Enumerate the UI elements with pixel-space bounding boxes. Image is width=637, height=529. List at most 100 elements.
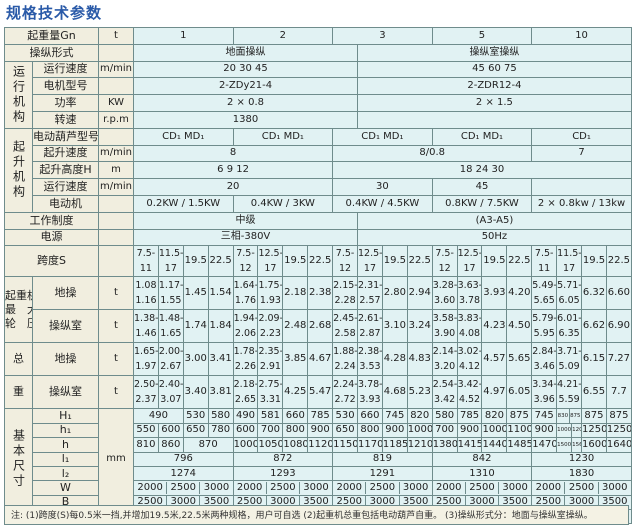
total-weight-value: 2.50- 2.37	[133, 375, 159, 410]
row-label: 操纵室	[32, 375, 99, 410]
dimension-value: 1050	[257, 437, 284, 453]
table-row: 电源 三相-380V 50Hz	[4, 228, 632, 247]
group-label-line: 起重机	[5, 288, 32, 302]
hoist-value: 45	[431, 178, 533, 196]
dimension-group: 2000 2500 3000	[332, 480, 433, 496]
total-weight-value: 2.75- 3.31	[257, 375, 284, 410]
table-row: l₂ 1274 1293 1291 1310 1830	[5, 465, 632, 482]
capacity-value: 3	[332, 27, 433, 45]
dimension-value: 2500	[236, 496, 263, 508]
unit-cell: KW	[98, 94, 134, 112]
control-type-value: 地面操纵	[132, 43, 359, 62]
dimension-value: 796	[133, 451, 234, 467]
dimension-value: 2500	[137, 496, 163, 508]
total-weight-value: 4.97	[481, 375, 508, 410]
travel-value: 2 × 1.5	[357, 94, 632, 112]
dimension-value: 3000	[365, 496, 398, 509]
capacity-value: 2	[232, 27, 334, 45]
wheel-pressure-value: 4.20	[506, 276, 533, 311]
footnote: 注: (1)跨度(S)每0.5米一挡,并增加19.5米,22.5米两种规格，用户…	[4, 505, 629, 525]
value: 中级	[132, 211, 359, 230]
wheel-pressure-value: 1.38- 1.46	[133, 309, 159, 344]
dimension-value: 2500	[166, 482, 199, 494]
wheel-pressure-value: 6.90	[605, 309, 632, 344]
dimension-value: 600	[157, 422, 184, 439]
capacity-value: 10	[531, 27, 632, 45]
dimension-group: 2000 2500 3000	[133, 480, 234, 496]
wheel-pressure-value: 6.60	[605, 276, 632, 311]
span-value: 22.5	[605, 245, 632, 278]
wheel-pressure-value: 1.17- 1.55	[157, 276, 184, 311]
dimension-value: 581	[257, 408, 284, 424]
travel-value	[357, 110, 632, 129]
table-row: 电动机 0.2KW / 1.5KW 0.4KW / 3KW 0.4KW / 4.5KW…	[5, 194, 632, 213]
dimension-value: 1470	[531, 437, 558, 453]
dimension-value: 490	[232, 408, 259, 424]
dimension-value: 800	[357, 422, 383, 439]
wheel-pressure-value: 2.80	[381, 276, 408, 311]
capacity-label: 起重量Gn	[4, 27, 99, 45]
total-weight-value: 4.25	[282, 375, 309, 410]
span-value: 19.5	[282, 245, 309, 278]
total-weight-value: 1.78- 2.26	[232, 342, 259, 377]
dimension-group: 15001560	[556, 437, 583, 453]
page-title: 规格技术参数	[6, 4, 103, 22]
dimension-value: 1000	[232, 437, 259, 453]
dimension-value: 1380	[431, 437, 458, 453]
dimension-value: 2500	[265, 482, 299, 494]
total-weight-value: 2.35- 2.91	[257, 342, 284, 377]
wheel-pressure-value: 1.74	[182, 309, 209, 344]
table-row: l₁ 796 872 819 842 1230	[5, 451, 632, 467]
hoist-value: CD₁ MD₁	[232, 127, 334, 146]
dimension-value: 1100	[506, 422, 533, 439]
unit-cell: m/min	[98, 178, 134, 196]
total-weight-value: 2.14- 3.20	[431, 342, 458, 377]
total-weight-group: 重	[4, 375, 33, 410]
table-row: 操纵形式 地面操纵 操纵室操纵	[4, 43, 632, 62]
unit-cell: m/min	[98, 144, 134, 163]
wheel-pressure-value: 2.31- 2.57	[357, 276, 383, 311]
total-weight-value: 2.18- 2.65	[232, 375, 259, 410]
span-value: 7.5- 12	[431, 245, 458, 278]
dimension-value: 900	[456, 422, 483, 439]
dimension-value: 745	[531, 408, 558, 424]
dimension-value: 2000	[137, 482, 163, 493]
dimension-value: 900	[531, 422, 558, 439]
wheel-pressure-value: 4.23	[481, 309, 508, 344]
table-row: 起升高度H m 6 9 12 18 24 30	[5, 161, 632, 180]
dimension-value: 3500	[498, 496, 531, 509]
wheel-pressure-value: 1.75- 1.93	[257, 276, 284, 311]
dimension-value: 2500	[336, 496, 362, 508]
row-label: 电动葫芦型号	[32, 127, 99, 146]
row-label: 起升高度H	[32, 161, 99, 180]
dimension-value: 875	[506, 408, 533, 424]
wheel-pressure-value: 3.58- 3.90	[431, 309, 458, 344]
control-type-label: 操纵形式	[4, 43, 99, 62]
wheel-pressure-value: 2.61- 2.87	[357, 309, 383, 344]
basic-dimensions-group: 基本尺寸	[4, 408, 33, 511]
total-weight-value: 3.41	[207, 342, 234, 377]
wheel-pressure-value: 3.28- 3.60	[431, 276, 458, 311]
hoist-value: 2 × 0.8kw / 13kw	[531, 194, 632, 213]
dimension-value: 3500	[298, 496, 332, 509]
hoist-value: 0.4KW / 4.5KW	[332, 194, 433, 213]
total-weight-value: 4.57	[481, 342, 508, 377]
dimension-value: 1120	[307, 437, 334, 453]
dimension-value: 650	[332, 422, 359, 439]
dimension-value: 700	[431, 422, 458, 439]
dimension-value: 490	[133, 408, 184, 424]
dimension-value: 875	[605, 408, 632, 424]
total-weight-value: 4.28	[381, 342, 408, 377]
unit-cell: r.p.m	[98, 110, 134, 129]
dimension-value: 2500	[464, 482, 498, 494]
unit-cell: m	[98, 161, 134, 180]
span-value: 22.5	[207, 245, 234, 278]
dimension-value: 1150	[332, 437, 359, 453]
dimension-value: 875	[568, 409, 581, 423]
dimension-value: 820	[406, 408, 433, 424]
total-weight-value: 3.40	[182, 375, 209, 410]
dimension-value: 3000	[166, 496, 199, 509]
table-row: 起升机构 电动葫芦型号 CD₁ MD₁ CD₁ MD₁ CD₁ MD₁ CD₁ MD₁ CD…	[4, 127, 632, 213]
total-weight-value: 5.23	[406, 375, 433, 410]
dimension-value: 1200	[571, 424, 581, 437]
